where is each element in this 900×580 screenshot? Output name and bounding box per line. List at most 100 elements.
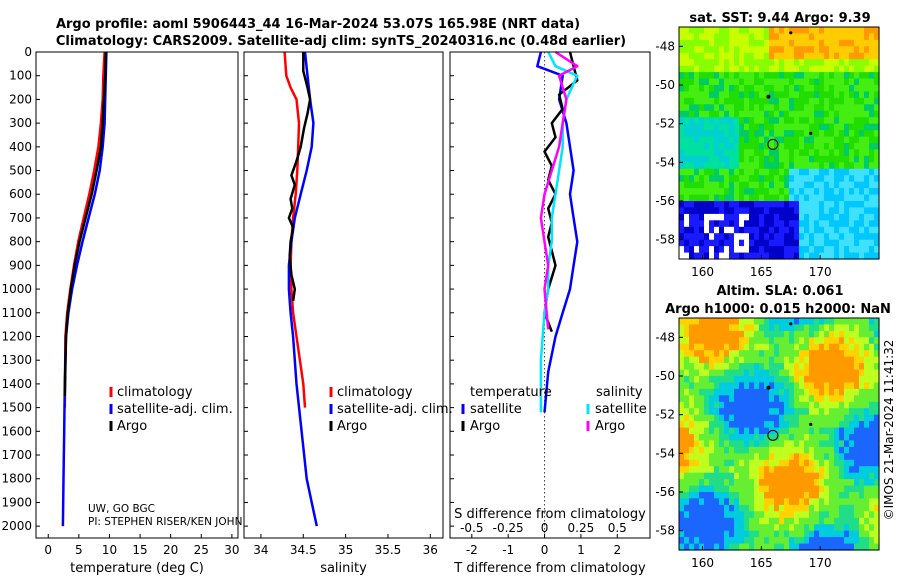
map-cell — [874, 511, 880, 519]
map-cell — [814, 318, 820, 325]
map-cell — [849, 356, 855, 364]
map-cell — [754, 91, 760, 99]
map-cell — [859, 369, 865, 377]
map-cell — [744, 330, 750, 338]
map-cell — [764, 188, 770, 196]
map-cell — [804, 350, 810, 358]
map-cell — [784, 356, 790, 364]
map-cell — [804, 85, 810, 92]
map-cell — [729, 85, 735, 92]
map-cell — [679, 104, 685, 112]
map-cell — [809, 543, 815, 551]
map-cell — [769, 517, 775, 525]
map-cell — [774, 356, 780, 364]
argo-position-marker — [767, 138, 779, 150]
map-cell — [724, 220, 730, 228]
map-cell — [819, 155, 825, 163]
map-cell — [804, 363, 810, 371]
map-cell — [734, 537, 740, 545]
map-cell — [784, 472, 790, 480]
map-cell — [759, 181, 765, 189]
map-cell — [754, 427, 760, 435]
map-cell — [849, 324, 855, 332]
map-cell — [814, 143, 820, 150]
map-cell — [854, 376, 860, 383]
map-cell — [819, 472, 825, 480]
map-cell — [774, 434, 780, 441]
map-cell — [774, 459, 780, 467]
map-cell — [869, 207, 875, 215]
map-cell — [854, 52, 860, 60]
map-cell — [729, 434, 735, 441]
map-cell — [734, 181, 740, 189]
map-cell — [829, 97, 835, 105]
map-cell — [704, 485, 710, 493]
map-cell — [854, 337, 860, 345]
map-cell — [689, 181, 695, 189]
map-cell — [819, 143, 825, 150]
map-cell — [784, 239, 790, 247]
map-cell — [789, 123, 795, 131]
map-cell — [819, 324, 825, 332]
map-cell — [854, 408, 860, 416]
map-cell — [719, 330, 725, 338]
map-cell — [754, 110, 760, 118]
map-cell — [729, 376, 735, 383]
map-cell — [869, 376, 875, 383]
map-cell — [699, 504, 705, 512]
map-cell — [869, 530, 875, 538]
map-cell — [794, 382, 800, 390]
coast-mark — [789, 322, 793, 326]
map-cell — [869, 181, 875, 189]
map-cell — [849, 330, 855, 338]
map-cell — [699, 104, 705, 112]
map-cell — [739, 168, 745, 176]
map-cell — [724, 181, 730, 189]
map-cell — [739, 485, 745, 493]
map-cell — [709, 252, 715, 260]
map-cell — [859, 440, 865, 448]
map-cell — [679, 162, 685, 170]
map-cell — [809, 324, 815, 332]
map-cell — [804, 330, 810, 338]
map-cell — [829, 52, 835, 60]
map-cell — [694, 72, 700, 80]
map-cell — [814, 149, 820, 157]
map-cell — [789, 427, 795, 435]
map-cell — [684, 356, 690, 364]
map-cell — [814, 78, 820, 86]
map-cell — [719, 110, 725, 118]
map-cell — [759, 123, 765, 131]
map-cell — [839, 524, 845, 532]
map-cell — [829, 414, 835, 422]
map-cell — [679, 136, 685, 144]
map-cell — [754, 123, 760, 131]
map-cell — [824, 181, 830, 189]
map-cell — [794, 46, 800, 54]
map-cell — [859, 33, 865, 41]
map-cell — [684, 27, 690, 34]
map-cell — [754, 162, 760, 170]
map-cell — [864, 459, 870, 467]
map-cell — [844, 162, 850, 170]
map-cell — [864, 97, 870, 105]
map-cell — [774, 511, 780, 519]
map-cell — [739, 65, 745, 73]
map-cell — [809, 376, 815, 383]
map-cell — [714, 434, 720, 441]
map-cell — [754, 543, 760, 551]
map-cell — [854, 395, 860, 403]
map-cell — [844, 252, 850, 260]
map-cell — [849, 226, 855, 234]
map-cell — [724, 78, 730, 86]
map-cell — [759, 530, 765, 538]
map-cell — [849, 511, 855, 519]
map-cell — [829, 363, 835, 371]
map-cell — [689, 485, 695, 493]
map-cell — [874, 123, 880, 131]
map-cell — [684, 324, 690, 332]
map-cell — [784, 492, 790, 499]
map-cell — [849, 388, 855, 396]
map-cell — [839, 149, 845, 157]
map-cell — [699, 414, 705, 422]
